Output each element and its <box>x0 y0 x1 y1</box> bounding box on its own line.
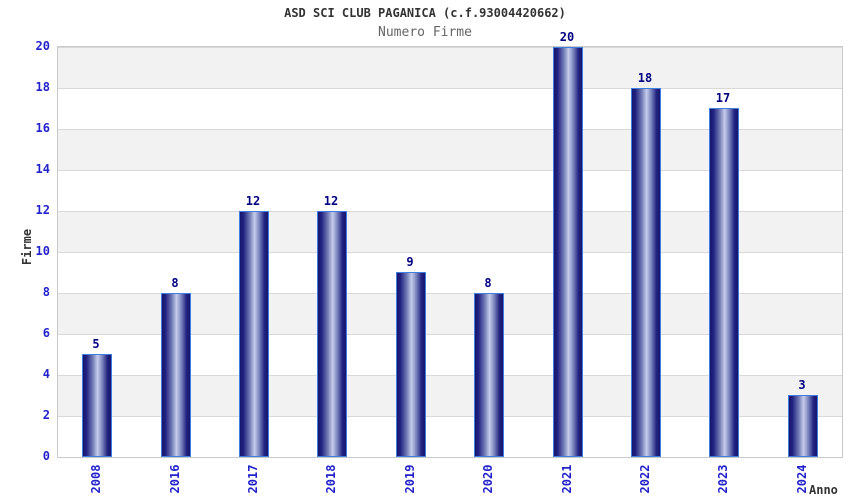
y-tick-label: 18 <box>35 79 50 94</box>
bar-value-label: 9 <box>406 255 414 269</box>
bar-value-label: 20 <box>559 30 575 44</box>
bar-value-label: 18 <box>637 71 653 85</box>
bar <box>474 293 504 457</box>
y-tick-label: 6 <box>42 325 50 340</box>
x-tick-label: 2021 <box>560 464 574 494</box>
bar <box>317 211 347 457</box>
bar-value-label: 12 <box>245 194 261 208</box>
bar <box>239 211 269 457</box>
x-tick-label: 2017 <box>246 464 260 494</box>
y-tick-label: 14 <box>35 161 50 176</box>
plot-area <box>57 46 843 458</box>
x-axis-title: Anno <box>809 483 838 497</box>
y-tick-label: 16 <box>35 120 50 135</box>
bar <box>788 395 818 457</box>
x-tick-label: 2018 <box>324 464 338 494</box>
bar-value-label: 5 <box>92 337 100 351</box>
bar <box>82 354 112 457</box>
x-tick-label: 2022 <box>638 464 652 494</box>
bar-value-label: 17 <box>715 91 731 105</box>
bar-value-label: 8 <box>484 276 492 290</box>
y-tick-label: 12 <box>35 202 50 217</box>
bar <box>709 108 739 457</box>
y-tick-label: 8 <box>42 284 50 299</box>
y-tick-label: 0 <box>42 448 50 463</box>
x-tick-label: 2023 <box>716 464 730 494</box>
x-tick-label: 2019 <box>403 464 417 494</box>
bar <box>631 88 661 457</box>
y-tick-label: 10 <box>35 243 50 258</box>
y-tick-label: 20 <box>35 38 50 53</box>
y-tick-label: 4 <box>42 366 50 381</box>
bar <box>553 47 583 457</box>
bar-value-label: 12 <box>323 194 339 208</box>
bar-value-label: 8 <box>171 276 179 290</box>
x-tick-label: 2008 <box>89 464 103 494</box>
y-tick-label: 2 <box>42 407 50 422</box>
bar <box>161 293 191 457</box>
x-tick-label: 2024 <box>795 464 809 494</box>
chart-title: ASD SCI CLUB PAGANICA (c.f.93004420662) <box>284 6 566 20</box>
bar <box>396 272 426 457</box>
chart-subtitle: Numero Firme <box>378 25 472 40</box>
bar-value-label: 3 <box>798 378 806 392</box>
x-tick-label: 2020 <box>481 464 495 494</box>
x-tick-label: 2016 <box>168 464 182 494</box>
